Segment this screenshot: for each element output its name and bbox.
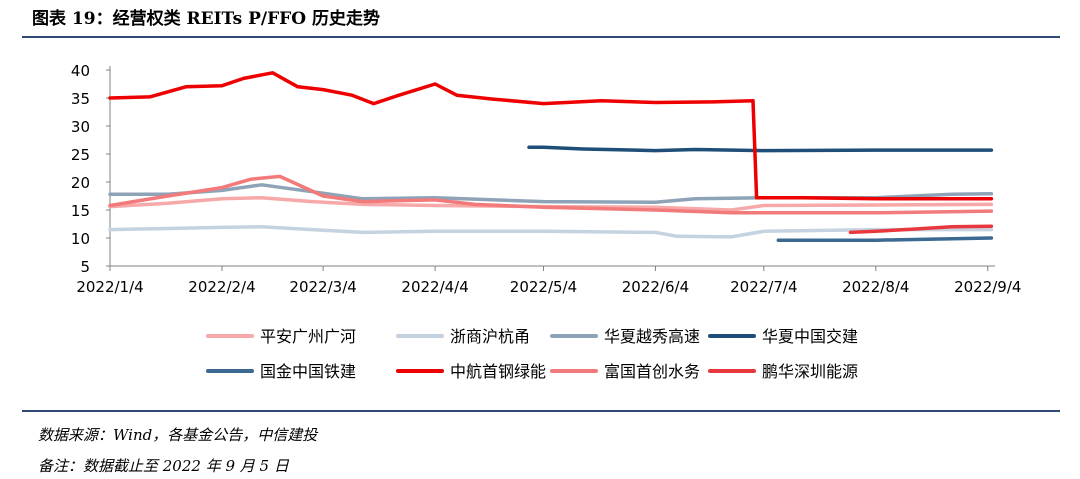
legend-label-1: 平安广州广河 [260, 327, 356, 346]
series-line-8 [848, 224, 994, 235]
series-line-4 [527, 145, 994, 153]
header-divider [22, 36, 1060, 38]
x-tick-label: 2022/5/4 [510, 278, 577, 296]
footer-divider [22, 410, 1060, 412]
series-line-7 [108, 174, 994, 215]
data-source-note: 数据来源：Wind，各基金公告，中信建投 [38, 426, 318, 444]
x-tick-label: 2022/9/4 [954, 278, 1021, 296]
page-title: 图表 19：经营权类 REITs P/FFO 历史走势 [32, 9, 380, 29]
y-tick-label: 30 [71, 118, 90, 136]
series-line-5 [776, 236, 994, 242]
x-tick-label: 2022/4/4 [401, 278, 468, 296]
x-tick-label: 2022/6/4 [622, 278, 689, 296]
x-tick-label: 2022/2/4 [188, 278, 255, 296]
x-tick-label: 2022/7/4 [730, 278, 797, 296]
x-tick-label: 2022/1/4 [76, 278, 143, 296]
series-line-6 [108, 71, 994, 201]
legend-label-8: 鹏华深圳能源 [762, 362, 858, 381]
y-tick-label: 15 [71, 202, 90, 220]
y-tick-label: 10 [71, 230, 90, 248]
y-tick-label: 20 [71, 174, 90, 192]
y-tick-label: 40 [71, 62, 90, 80]
legend-label-6: 中航首钢绿能 [450, 362, 546, 381]
series-line-1 [108, 195, 994, 212]
x-tick-label: 2022/3/4 [289, 278, 356, 296]
legend-label-7: 富国首创水务 [604, 362, 700, 381]
x-tick-label: 2022/8/4 [842, 278, 909, 296]
y-tick-label: 5 [80, 258, 90, 276]
y-tick-label: 25 [71, 146, 90, 164]
pffo-line-chart: 5 10 15 20 25 30 35 40 2022/1/4 2022/2/4 2022/3/4 2… [71, 62, 1022, 381]
series-line-2 [108, 225, 994, 239]
legend-label-3: 华夏越秀高速 [604, 327, 700, 346]
data-remark-note: 备注：数据截止至 2022 年 9 月 5 日 [38, 457, 289, 475]
chart-axes: 5 10 15 20 25 30 35 40 2022/1/4 2022/2/4 2022/3/4 2… [71, 62, 1022, 296]
legend-label-2: 浙商沪杭甬 [450, 327, 530, 346]
y-tick-label: 35 [71, 90, 90, 108]
chart-series-lines [108, 71, 994, 242]
legend-label-5: 国金中国铁建 [260, 362, 356, 381]
legend-label-4: 华夏中国交建 [762, 327, 858, 346]
